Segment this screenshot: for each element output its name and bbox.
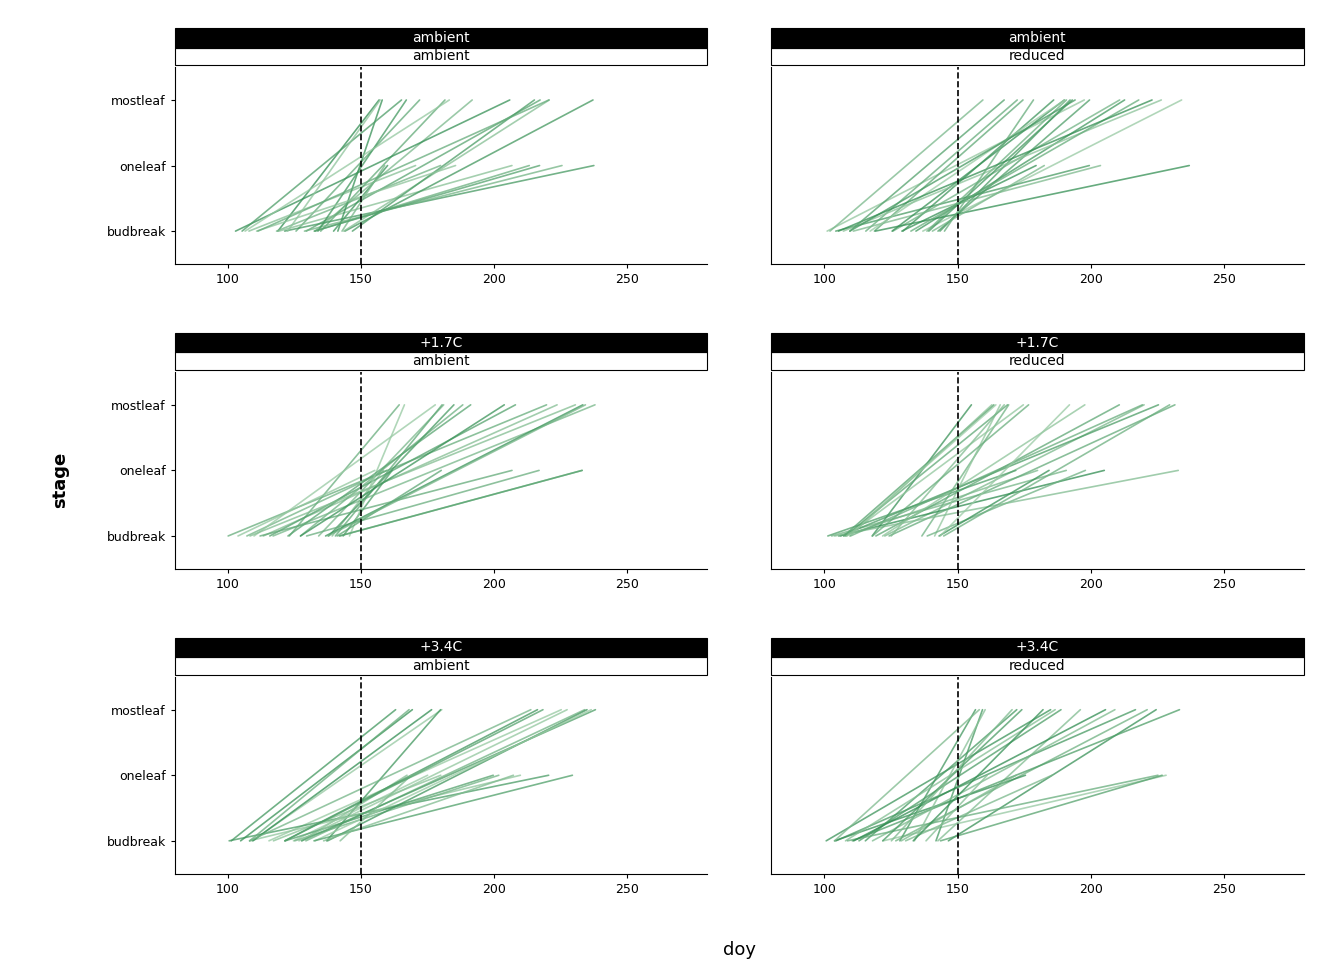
Text: ambient: ambient	[413, 660, 470, 673]
Text: reduced: reduced	[1009, 49, 1066, 63]
Text: +1.7C: +1.7C	[419, 336, 462, 349]
FancyBboxPatch shape	[175, 637, 707, 658]
FancyBboxPatch shape	[175, 658, 707, 675]
Text: ambient: ambient	[413, 354, 470, 369]
FancyBboxPatch shape	[771, 333, 1304, 352]
Text: reduced: reduced	[1009, 660, 1066, 673]
Text: stage: stage	[51, 452, 70, 508]
FancyBboxPatch shape	[175, 333, 707, 352]
Text: +3.4C: +3.4C	[419, 640, 462, 655]
Text: +1.7C: +1.7C	[1016, 336, 1059, 349]
FancyBboxPatch shape	[771, 352, 1304, 371]
Text: doy: doy	[723, 942, 755, 959]
FancyBboxPatch shape	[771, 28, 1304, 48]
FancyBboxPatch shape	[175, 48, 707, 65]
Text: ambient: ambient	[413, 31, 470, 45]
FancyBboxPatch shape	[771, 637, 1304, 658]
FancyBboxPatch shape	[175, 352, 707, 371]
FancyBboxPatch shape	[175, 28, 707, 48]
Text: ambient: ambient	[1008, 31, 1066, 45]
FancyBboxPatch shape	[771, 658, 1304, 675]
Text: ambient: ambient	[413, 49, 470, 63]
Text: +3.4C: +3.4C	[1016, 640, 1059, 655]
FancyBboxPatch shape	[771, 48, 1304, 65]
Text: reduced: reduced	[1009, 354, 1066, 369]
